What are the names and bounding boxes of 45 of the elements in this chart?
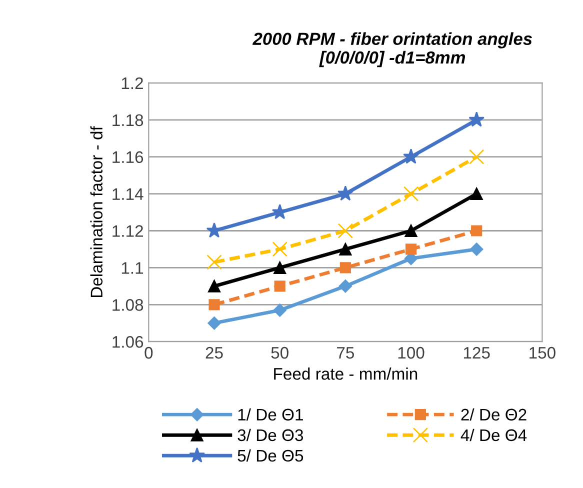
y-axis-title: Delamination factor - df [90, 126, 103, 298]
legend-label: 5/ De Θ5 [238, 449, 304, 462]
x-axis-title: Feed rate - mm/min [274, 368, 418, 380]
y-tick-label: 1.06 [112, 336, 144, 348]
point [470, 242, 484, 256]
point [404, 224, 418, 238]
x-tick-label: 150 [530, 346, 556, 359]
point [208, 316, 221, 330]
point [470, 188, 483, 200]
point [272, 242, 288, 257]
point [340, 262, 351, 274]
x-tick-label: 0 [144, 346, 153, 359]
point [208, 280, 221, 292]
point [468, 112, 485, 127]
point [208, 299, 220, 310]
x-tick-label: 25 [206, 346, 223, 359]
x-tick-label: 75 [337, 347, 354, 359]
point [405, 244, 417, 255]
legend-label: 1/ De Θ1 [238, 408, 303, 421]
point [468, 149, 484, 164]
point [403, 186, 419, 202]
y-tick-label: 1.16 [112, 151, 144, 164]
point [339, 242, 352, 256]
point [471, 225, 482, 236]
x-tick-label: 50 [271, 346, 288, 359]
y-tick-label: 1.12 [112, 225, 143, 237]
legend-label: 4/ De Θ4 [460, 428, 527, 442]
y-tick-label: 1.14 [112, 188, 144, 200]
point [273, 304, 286, 317]
y-tick-label: 1.08 [112, 299, 144, 311]
point [337, 185, 354, 201]
point [338, 280, 352, 293]
point [338, 223, 354, 238]
legend-label: 3/ De Θ3 [238, 428, 304, 442]
point [403, 148, 419, 164]
legend-label: 2/ De Θ2 [461, 408, 526, 421]
point [274, 261, 286, 274]
point [206, 254, 222, 270]
y-tick-label: 1.1 [122, 262, 143, 274]
point [274, 280, 286, 292]
y-tick-label: 1.18 [112, 114, 144, 126]
x-tick-label: 100 [398, 346, 424, 359]
y-tick-label: 1.2 [122, 77, 143, 89]
chart-title: 2000 RPM - fiber orintation angles [0/0/0/0] -d1=8mm [252, 32, 532, 68]
x-tick-label: 125 [464, 346, 490, 359]
